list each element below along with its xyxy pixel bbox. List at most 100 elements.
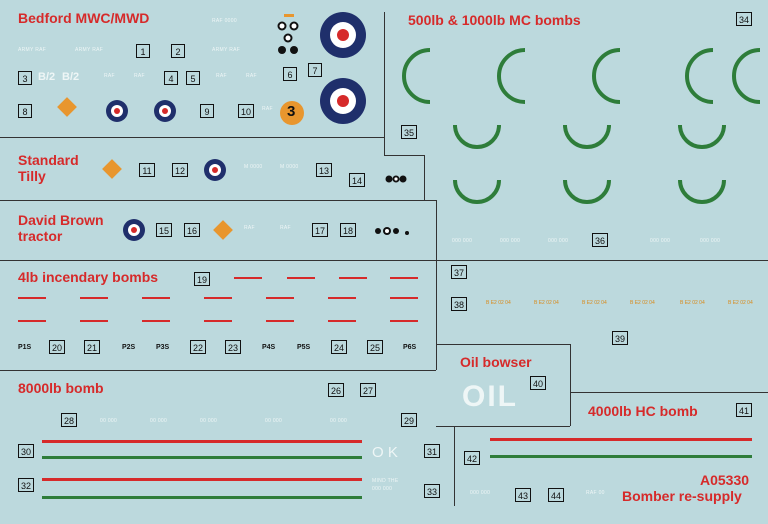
divider (0, 260, 768, 261)
red-band (390, 277, 418, 279)
red-band (390, 297, 418, 299)
stencil-text: RAF (244, 225, 255, 231)
divider (570, 344, 571, 426)
decal-number-27: 27 (360, 383, 376, 397)
product-name: Bomber re-supply (622, 488, 742, 504)
divider (454, 426, 455, 506)
section-title-tilly: Standard Tilly (18, 152, 79, 184)
stencil-text: M 0000 (280, 164, 299, 170)
divider (384, 137, 385, 155)
marking-three: 3 (287, 103, 296, 120)
divider (436, 200, 437, 260)
divider (424, 155, 425, 200)
stencil-text: ARMY RAF (18, 47, 47, 53)
marking-p4s: P4S (262, 344, 276, 351)
gauge-icon (385, 175, 407, 183)
raf-roundel (154, 100, 176, 122)
red-band (328, 297, 356, 299)
gauge-icon (375, 227, 409, 235)
decal-number-34: 34 (736, 12, 752, 26)
decal-number-1: 1 (136, 44, 150, 58)
red-stripe (42, 478, 362, 481)
decal-number-25: 25 (367, 340, 383, 354)
green-stripe (42, 496, 362, 499)
marking-p6s: P6S (403, 344, 417, 351)
decal-number-28: 28 (61, 413, 77, 427)
decal-number-11: 11 (139, 163, 155, 177)
red-band (142, 297, 170, 299)
orange-diamond (57, 97, 77, 117)
decal-number-40: 40 (530, 376, 546, 390)
orange-disc (280, 101, 304, 125)
red-band (80, 297, 108, 299)
stencil-text: RAF 0000 (212, 18, 237, 24)
divider (436, 260, 437, 370)
stencil-text: RAF 00 (586, 490, 605, 496)
stencil-text: 000 000 (470, 490, 491, 496)
decal-number-23: 23 (225, 340, 241, 354)
divider (0, 200, 436, 201)
red-band (18, 297, 46, 299)
decal-number-31: 31 (424, 444, 440, 458)
bomb-code: B E2 02 04 (534, 300, 559, 306)
stencil-text: M 0000 (244, 164, 263, 170)
red-band (266, 297, 294, 299)
raf-roundel (123, 219, 145, 241)
divider (570, 392, 768, 393)
decal-number-8: 8 (18, 104, 32, 118)
raf-roundel (204, 159, 226, 181)
red-band (204, 297, 232, 299)
bomb-code: B E2 02 04 (630, 300, 655, 306)
green-stripe (42, 456, 362, 459)
bomb-code: B E2 02 04 (582, 300, 607, 306)
stencil-text: 00 000 (150, 418, 168, 424)
decal-number-37: 37 (451, 265, 467, 279)
decal-number-43: 43 (515, 488, 531, 502)
section-title-8000lb: 8000lb bomb (18, 380, 104, 396)
section-title-bedford: Bedford MWC/MWD (18, 10, 150, 26)
stencil-text: RAF (246, 73, 257, 79)
decal-number-17: 17 (312, 223, 328, 237)
decal-number-21: 21 (84, 340, 100, 354)
product-code: A05330 (700, 472, 750, 488)
red-band (234, 277, 262, 279)
red-band (18, 320, 46, 322)
stencil-text: 000 000 (500, 238, 521, 244)
stencil-text: RAF (216, 73, 227, 79)
red-band (339, 277, 367, 279)
divider (384, 12, 385, 137)
stencil-text: ARMY RAF (75, 47, 104, 53)
red-band (266, 320, 294, 322)
decal-number-15: 15 (156, 223, 172, 237)
stencil-text: RAF (134, 73, 145, 79)
stencil-text: 000 000 (452, 238, 473, 244)
decal-number-18: 18 (340, 223, 356, 237)
decal-number-16: 16 (184, 223, 200, 237)
decal-number-12: 12 (172, 163, 188, 177)
stencil-text: ARMY RAF (212, 47, 241, 53)
section-title-tractor: David Brown tractor (18, 212, 104, 244)
large-raf-roundel (320, 78, 366, 124)
bomb-code: B E2 02 04 (680, 300, 705, 306)
green-bomb-bands (402, 48, 761, 204)
decal-number-19: 19 (194, 272, 210, 286)
divider (0, 137, 384, 138)
stencil-text: 000 000 (700, 238, 721, 244)
stencil-text: RAF (280, 225, 291, 231)
marking-b2: B/2 (62, 71, 80, 83)
decal-number-6: 6 (283, 67, 297, 81)
decal-number-14: 14 (349, 173, 365, 187)
section-title-4000lb: 4000lb HC bomb (588, 403, 698, 419)
decal-number-3: 3 (18, 71, 32, 85)
decal-number-7: 7 (308, 63, 322, 77)
decal-number-5: 5 (186, 71, 200, 85)
decal-number-33: 33 (424, 484, 440, 498)
stencil-text: 00 000 (100, 418, 118, 424)
decal-number-30: 30 (18, 444, 34, 458)
stencil-text: RAF (262, 106, 273, 112)
red-stripe (490, 438, 752, 441)
decal-number-13: 13 (316, 163, 332, 177)
red-band (328, 320, 356, 322)
green-stripe (490, 455, 752, 458)
